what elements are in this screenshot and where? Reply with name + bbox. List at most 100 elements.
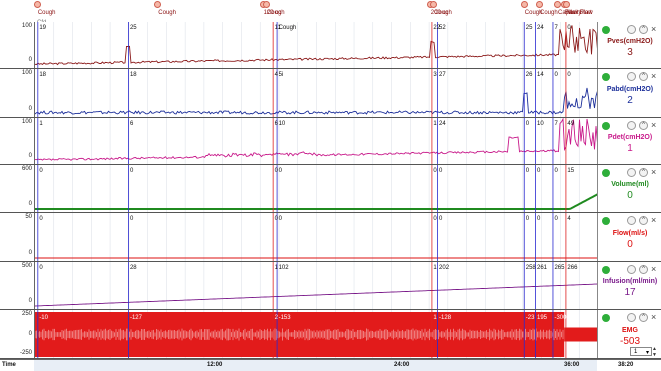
y-tick-label: 0 — [28, 298, 32, 304]
cursor-value-label: 0 — [439, 216, 443, 222]
channel-y-axis: 100 0 — [0, 118, 34, 164]
event-marker-icon[interactable] — [33, 1, 41, 8]
cursor-value-label: 0 — [39, 168, 43, 174]
channel-status-icon[interactable] — [602, 26, 610, 34]
time-end-label: 38:20 — [618, 362, 634, 368]
event-marker-label: Max Flow — [567, 10, 593, 16]
cursor-value-label: 7 — [554, 25, 558, 31]
channel-status-icon[interactable] — [602, 122, 610, 130]
event-marker-label: 200 cc — [430, 10, 449, 16]
channel-name: Pabd(cmH2O) — [606, 85, 654, 93]
channel-y-axis: 250 0 -250 — [0, 310, 34, 358]
channel-row: 100 0 18 18 4 5i 3 27 26 14 0 0 ^ × Pabd(cmH2O) 2 — [0, 69, 661, 118]
channel-y-axis: 100 0 — [0, 69, 34, 117]
channel-name: Infusion(ml/min) — [602, 278, 658, 285]
chevron-up-icon[interactable]: ^ — [639, 216, 648, 225]
channel-current-value: -503 — [619, 335, 640, 347]
chevron-up-icon[interactable]: ^ — [639, 25, 648, 34]
zoom-out-icon[interactable] — [627, 72, 636, 81]
chevron-up-icon[interactable]: ^ — [639, 121, 648, 130]
close-icon[interactable]: × — [651, 24, 657, 34]
channel-plot-area[interactable]: -10 -127 2 -153 1 -128 -23 195 -300 137 — [34, 310, 598, 358]
event-marker-icon[interactable] — [262, 1, 270, 8]
y-tick-label: 600 — [21, 166, 32, 172]
chevron-up-icon[interactable]: ^ — [639, 313, 648, 322]
cursor-value-label: 102 — [278, 265, 289, 271]
cursor-value-label: 11 — [274, 25, 281, 31]
channel-plot-area[interactable]: 0 0 0 0 0 0 0 0 0 15 — [34, 165, 598, 212]
close-icon[interactable]: × — [651, 312, 657, 322]
close-icon[interactable]: × — [651, 264, 657, 274]
event-marker-icon[interactable] — [520, 1, 528, 8]
y-tick-label: 100 — [21, 119, 32, 125]
channel-status-icon[interactable] — [602, 266, 610, 274]
close-icon[interactable]: × — [651, 120, 657, 130]
zoom-out-icon[interactable] — [627, 168, 636, 177]
cursor-value-label: -23 — [525, 314, 535, 321]
cursor-value-label: 6 — [129, 121, 134, 127]
y-tick-label: 0 — [28, 106, 32, 112]
cursor-value-label: 22 — [433, 25, 441, 31]
y-tick-label: 0 — [28, 153, 32, 159]
gain-spinner[interactable]: 1 ▾ — [630, 347, 652, 356]
spin-down-icon[interactable]: ▼ — [652, 352, 657, 358]
cursor-value-label: 7 — [554, 121, 558, 127]
channel-trace-svg — [35, 310, 598, 358]
cursor-value-label: 258 — [525, 265, 536, 271]
channel-current-value: 1 — [627, 142, 633, 154]
channel-info-panel: ^ × Pdet(cmH2O) 1 — [597, 118, 661, 164]
channel-trace-svg — [35, 262, 598, 309]
cursor-value-label: 0 — [525, 121, 530, 127]
channel-plot-area[interactable]: 19 25 11 Cough 22 52 25 24 7 0 — [34, 22, 598, 68]
cursor-value-label: 3 — [433, 72, 437, 78]
y-tick-label: 0 — [28, 201, 32, 207]
channel-status-icon[interactable] — [602, 314, 610, 322]
channel-current-value: 17 — [624, 287, 636, 298]
spin-arrows[interactable]: ▲ ▼ — [652, 346, 659, 358]
cursor-value-label: -153 — [278, 314, 291, 321]
close-icon[interactable]: × — [651, 167, 657, 177]
chevron-up-icon[interactable]: ^ — [639, 72, 648, 81]
close-icon[interactable]: × — [651, 215, 657, 225]
cursor-value-label: 25 — [525, 25, 533, 31]
channel-y-axis: 50 0 — [0, 213, 34, 261]
chevron-up-icon[interactable]: ^ — [639, 265, 648, 274]
dropdown-arrow-icon: ▾ — [645, 350, 649, 356]
event-marker-label: Cough — [37, 10, 56, 16]
cursor-value-label: 15 — [567, 168, 575, 174]
event-marker-icon[interactable] — [563, 1, 571, 8]
cursor-value-label: 0 — [567, 25, 571, 31]
cursor-value-label: 24 — [439, 121, 446, 127]
event-marker-icon[interactable] — [554, 1, 562, 8]
zoom-out-icon[interactable] — [627, 121, 636, 130]
time-scrollbar[interactable]: 12:00 24:00 36:00 — [34, 360, 597, 371]
channel-status-icon[interactable] — [602, 73, 610, 81]
cursor-value-label: 28 — [129, 265, 137, 271]
zoom-out-icon[interactable] — [627, 265, 636, 274]
event-marker-icon[interactable] — [430, 1, 438, 8]
channel-status-icon[interactable] — [602, 169, 610, 177]
zoom-out-icon[interactable] — [627, 216, 636, 225]
channel-plot-area[interactable]: 0 28 1 102 1 202 258 261 265 266 — [34, 262, 598, 309]
y-tick-label: 50 — [25, 214, 32, 220]
event-marker-icon[interactable] — [154, 1, 162, 8]
cursor-value-label: 52 — [439, 25, 446, 31]
zoom-out-icon[interactable] — [627, 313, 636, 322]
chevron-up-icon[interactable]: ^ — [639, 168, 648, 177]
cursor-value-label: 0 — [274, 168, 278, 174]
cursor-value-label: 0 — [439, 168, 443, 174]
zoom-out-icon[interactable] — [627, 25, 636, 34]
channel-status-icon[interactable] — [602, 217, 610, 225]
close-icon[interactable]: × — [651, 71, 657, 81]
channel-plot-area[interactable]: 18 18 4 5i 3 27 26 14 0 0 — [34, 69, 598, 117]
event-marker-icon[interactable] — [536, 1, 543, 8]
event-marker-label: Cough — [266, 10, 285, 16]
cursor-value-label: 2 — [274, 314, 278, 321]
time-tick-24: 24:00 — [394, 362, 410, 368]
spin-up-icon[interactable]: ▲ — [652, 346, 657, 352]
channel-plot-area[interactable]: 1 6 6 10 1 24 0 10 7 49 — [34, 118, 598, 164]
y-tick-label: 100 — [21, 70, 32, 76]
cursor-value-label: Cough — [278, 25, 297, 31]
